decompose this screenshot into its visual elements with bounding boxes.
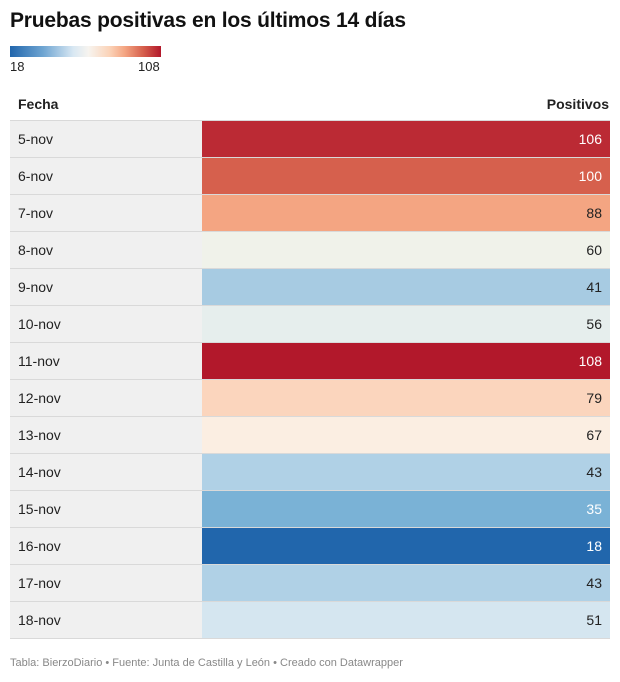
table-row: 8-nov 60	[10, 231, 610, 268]
positivos-cell: 41	[202, 269, 610, 305]
date-cell: 15-nov	[10, 491, 202, 527]
column-header-positivos[interactable]: Positivos	[546, 96, 609, 112]
legend-max-label: 108	[138, 59, 160, 74]
date-cell: 16-nov	[10, 528, 202, 564]
date-cell: 6-nov	[10, 158, 202, 194]
positivos-cell: 79	[202, 380, 610, 416]
table-row: 14-nov 43	[10, 453, 610, 490]
table-body: 5-nov 106 6-nov 100 7-nov 88 8-nov 60 9-nov 41 10-…	[10, 120, 610, 639]
table-row: 5-nov 106	[10, 120, 610, 157]
positivos-cell: 18	[202, 528, 610, 564]
chart-title: Pruebas positivas en los últimos 14 días	[10, 9, 406, 32]
positivos-cell: 35	[202, 491, 610, 527]
table-row: 16-nov 18	[10, 527, 610, 564]
positivos-cell: 67	[202, 417, 610, 453]
date-cell: 9-nov	[10, 269, 202, 305]
color-scale-legend	[10, 46, 161, 57]
table-row: 7-nov 88	[10, 194, 610, 231]
positivos-cell: 106	[202, 121, 610, 157]
table-row: 6-nov 100	[10, 157, 610, 194]
date-cell: 18-nov	[10, 602, 202, 638]
positivos-cell: 43	[202, 454, 610, 490]
date-cell: 14-nov	[10, 454, 202, 490]
table-row: 12-nov 79	[10, 379, 610, 416]
positivos-cell: 88	[202, 195, 610, 231]
positivos-cell: 108	[202, 343, 610, 379]
date-cell: 12-nov	[10, 380, 202, 416]
date-cell: 11-nov	[10, 343, 202, 379]
date-cell: 17-nov	[10, 565, 202, 601]
date-cell: 13-nov	[10, 417, 202, 453]
positivos-cell: 51	[202, 602, 610, 638]
positivos-cell: 43	[202, 565, 610, 601]
table-row: 18-nov 51	[10, 601, 610, 639]
date-cell: 8-nov	[10, 232, 202, 268]
date-cell: 10-nov	[10, 306, 202, 342]
table-row: 9-nov 41	[10, 268, 610, 305]
table-row: 17-nov 43	[10, 564, 610, 601]
positivos-cell: 100	[202, 158, 610, 194]
date-cell: 5-nov	[10, 121, 202, 157]
column-header-fecha[interactable]: Fecha	[18, 96, 59, 112]
footer-credits: Tabla: BierzoDiario • Fuente: Junta de C…	[10, 657, 403, 669]
positivos-cell: 60	[202, 232, 610, 268]
table-row: 13-nov 67	[10, 416, 610, 453]
positivos-cell: 56	[202, 306, 610, 342]
table-row: 10-nov 56	[10, 305, 610, 342]
legend-min-label: 18	[10, 59, 25, 74]
table-row: 11-nov 108	[10, 342, 610, 379]
table-row: 15-nov 35	[10, 490, 610, 527]
date-cell: 7-nov	[10, 195, 202, 231]
